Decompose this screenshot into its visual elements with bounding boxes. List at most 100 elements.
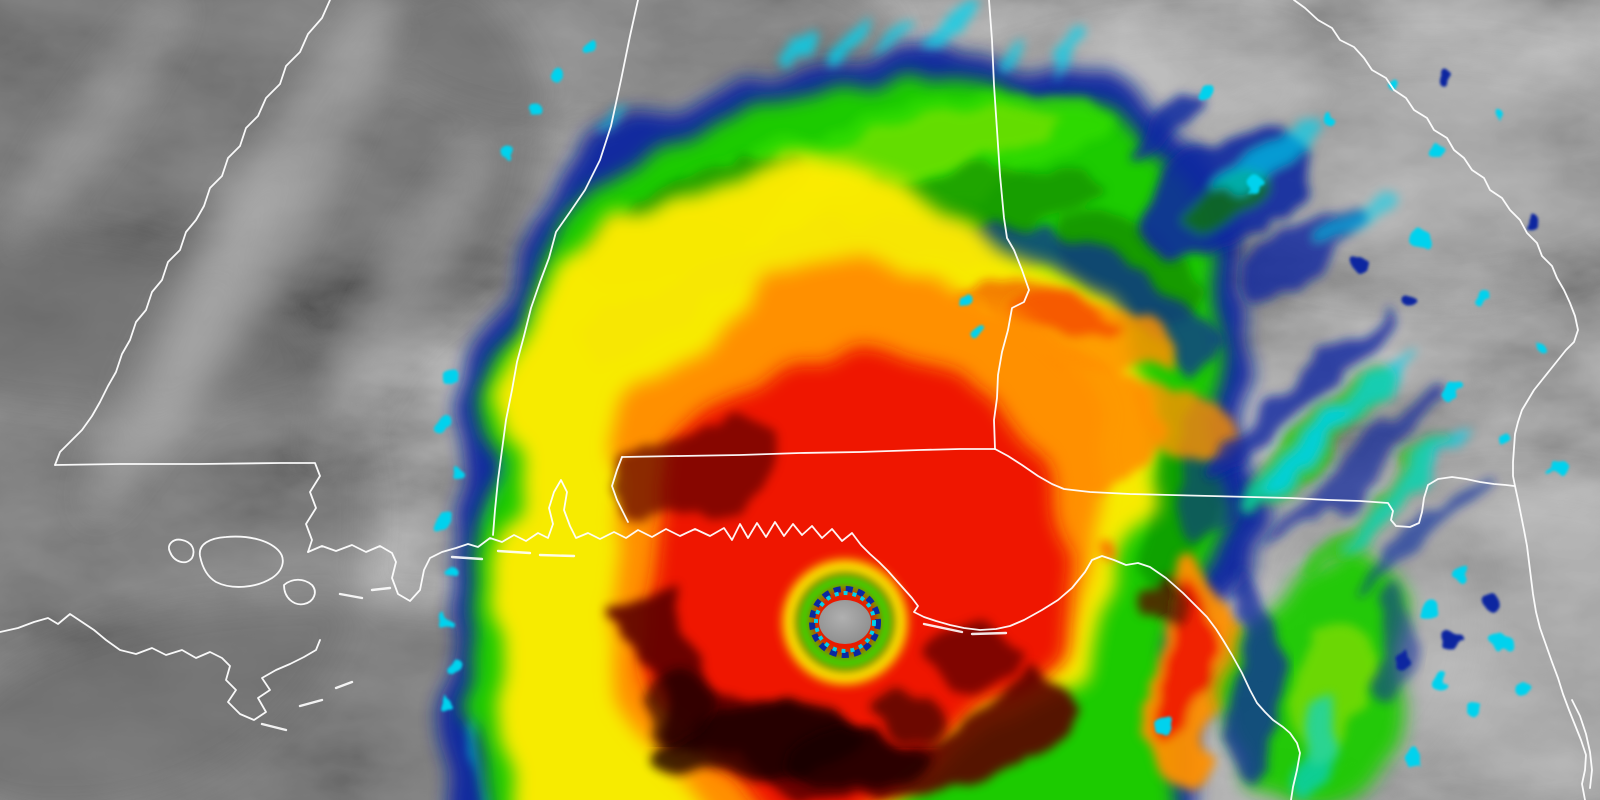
cyan-speck bbox=[1431, 143, 1445, 157]
cyan-speck bbox=[1324, 114, 1336, 126]
cyan-speck bbox=[553, 71, 563, 81]
florida-perdido-border bbox=[611, 456, 629, 523]
light-cloud-streak bbox=[87, 162, 283, 518]
cyan-speck bbox=[1493, 633, 1511, 651]
cyan-speck bbox=[973, 325, 983, 335]
island-dash bbox=[338, 592, 364, 600]
cyan-speck bbox=[527, 105, 537, 115]
cyan-speckles bbox=[437, 40, 1565, 766]
navy-band bbox=[1270, 384, 1450, 546]
cyan-speck bbox=[446, 566, 458, 578]
cyan-speck bbox=[1518, 684, 1530, 696]
coldest-cloud-tops bbox=[608, 417, 1080, 800]
cyan-speck bbox=[1533, 343, 1547, 357]
cyan-pocket bbox=[1298, 697, 1346, 793]
cyan-speck bbox=[1412, 230, 1428, 246]
louisiana-coast bbox=[0, 613, 321, 721]
eye-gray-center bbox=[819, 600, 871, 644]
cyan-finger bbox=[608, 104, 632, 136]
navy-speck bbox=[1394, 652, 1410, 668]
navy-band bbox=[1202, 307, 1398, 483]
light-cloud-streak bbox=[6, 0, 184, 244]
cyan-speck bbox=[1454, 567, 1470, 583]
cyan-fringe bbox=[1313, 190, 1391, 246]
cyan-speck bbox=[1418, 600, 1438, 620]
island-dash bbox=[450, 555, 484, 561]
navy-edge bbox=[1369, 585, 1415, 705]
cyan-finger bbox=[936, 9, 976, 55]
eyewall-green-ring bbox=[797, 574, 893, 670]
navy-speck bbox=[1482, 594, 1498, 610]
island-dash bbox=[538, 553, 576, 558]
navy-speck bbox=[1526, 216, 1538, 228]
cyan-finger bbox=[780, 21, 820, 67]
cyan-speck bbox=[1493, 110, 1503, 120]
cyan-speck bbox=[960, 294, 972, 306]
navy-speck bbox=[1403, 293, 1417, 307]
cyan-speck bbox=[1499, 434, 1511, 446]
cyan-speck bbox=[442, 699, 454, 711]
navy-finger bbox=[1131, 98, 1199, 158]
cyan-speck bbox=[1443, 381, 1461, 399]
cyan-band bbox=[1336, 430, 1464, 546]
eyewall-navy-ring bbox=[809, 586, 881, 658]
navy-speck bbox=[1352, 257, 1368, 273]
cyan-speck bbox=[583, 40, 593, 50]
cyan-speck bbox=[437, 513, 451, 527]
cyan-speck bbox=[1404, 750, 1420, 766]
northeast-navy-clump bbox=[1131, 98, 1391, 297]
cyan-speck bbox=[1198, 88, 1212, 102]
maroon-patch bbox=[619, 417, 781, 533]
island-dash bbox=[298, 698, 324, 708]
black-patch bbox=[792, 734, 932, 790]
lake-borgne bbox=[283, 578, 316, 606]
orange-dot bbox=[1095, 530, 1115, 550]
cyan-fringe bbox=[1223, 123, 1321, 193]
cyan-speck bbox=[446, 374, 458, 386]
island-dash bbox=[370, 586, 392, 592]
panhandle-barrier-islands bbox=[450, 549, 1008, 636]
navy-speckles bbox=[1352, 75, 1538, 668]
cyan-speck bbox=[1476, 292, 1488, 304]
southeast-green-cell bbox=[1230, 560, 1415, 800]
navy-speck bbox=[1443, 631, 1461, 649]
island-dash bbox=[970, 631, 1008, 636]
cyan-finger bbox=[884, 19, 920, 61]
light-cloud-streak bbox=[312, 140, 488, 460]
mississippi-river-border bbox=[54, 0, 331, 466]
navy-edge bbox=[1232, 560, 1276, 800]
cyan-band bbox=[1232, 424, 1338, 520]
cyan-finger bbox=[1048, 40, 1080, 76]
navy-speck bbox=[1440, 75, 1450, 85]
hurricane-shield bbox=[437, 8, 1565, 800]
louisiana-mississippi-border bbox=[54, 462, 321, 553]
eyewall-yellow-ring bbox=[782, 559, 908, 685]
cyan-finger bbox=[829, 8, 871, 56]
island-dash bbox=[496, 549, 532, 555]
gulf-coast bbox=[307, 479, 1301, 800]
hurricane-eye bbox=[782, 559, 908, 685]
cyan-speck bbox=[452, 466, 464, 478]
maroon-patch bbox=[933, 625, 1017, 685]
lake-pontchartrain bbox=[198, 535, 284, 588]
island-dash bbox=[334, 680, 354, 690]
navy-band bbox=[1357, 471, 1493, 593]
cyan-finger bbox=[995, 32, 1029, 72]
alabama-georgia-border bbox=[988, 0, 1030, 450]
cyan-speck bbox=[1430, 674, 1446, 690]
cyan-speck bbox=[1247, 176, 1265, 194]
black-patch bbox=[865, 692, 945, 732]
cloud-speckles bbox=[437, 40, 1565, 766]
atlantic-coast bbox=[1293, 0, 1587, 800]
island-dash bbox=[260, 722, 288, 732]
cyan-speck bbox=[449, 659, 461, 671]
island-dash bbox=[922, 622, 964, 634]
mississippi-alabama-border bbox=[492, 0, 639, 536]
eyewall-cyan-ring bbox=[814, 591, 876, 653]
lake-maurepas bbox=[168, 538, 195, 564]
arm-top-cyan-fingers bbox=[608, 8, 1080, 136]
southeast-outer-bands bbox=[1202, 307, 1493, 593]
atlantic-lagoon bbox=[1571, 699, 1593, 789]
